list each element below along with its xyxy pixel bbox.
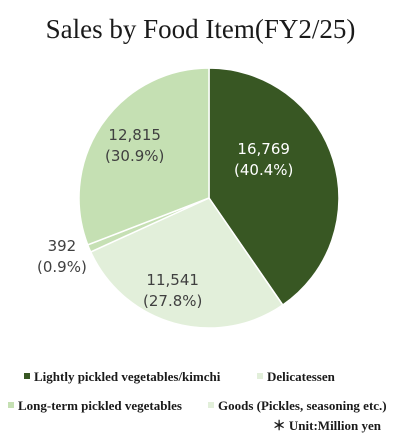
data-label-long-term: 12,815 (30.9%) [105, 125, 164, 167]
value-label-goods: 392 [47, 237, 77, 255]
data-label-delicatessen: 11,541 (27.8%) [143, 270, 202, 312]
value-label-long-term: 12,815 [108, 126, 161, 144]
percent-label-delicatessen: (27.8%) [143, 292, 203, 310]
value-label-kimchi: 16,769 [237, 140, 290, 158]
legend-swatch-long-term [8, 402, 14, 408]
unit-note: ＊ Unit:Million yen [272, 418, 381, 433]
value-label-delicatessen: 11,541 [146, 271, 199, 289]
percent-label-goods: (0.9%) [37, 258, 87, 276]
legend-item-delicatessen: Delicatessen [257, 369, 335, 385]
data-label-kimchi: 16,769 (40.4%) [234, 139, 293, 181]
legend-swatch-kimchi [24, 373, 30, 379]
legend-swatch-goods [208, 402, 214, 408]
percent-label-kimchi: (40.4%) [234, 161, 294, 179]
legend-label-goods: Goods (Pickles, seasoning etc.) [218, 398, 387, 413]
legend-label-long-term: Long-term pickled vegetables [18, 398, 182, 413]
legend-item-goods: Goods (Pickles, seasoning etc.) [208, 398, 387, 414]
legend-item-kimchi: Lightly pickled vegetables/kimchi [24, 369, 220, 385]
legend-label-delicatessen: Delicatessen [267, 369, 335, 384]
legend-item-long-term: Long-term pickled vegetables [8, 398, 182, 414]
legend-swatch-delicatessen [257, 373, 263, 379]
data-label-goods: 392 (0.9%) [37, 236, 87, 278]
chart-title: Sales by Food Item(FY2/25) [45, 14, 356, 44]
slice-long-term [78, 67, 210, 246]
legend-label-kimchi: Lightly pickled vegetables/kimchi [34, 369, 221, 384]
percent-label-long-term: (30.9%) [105, 147, 165, 165]
slice-kimchi [208, 67, 340, 307]
